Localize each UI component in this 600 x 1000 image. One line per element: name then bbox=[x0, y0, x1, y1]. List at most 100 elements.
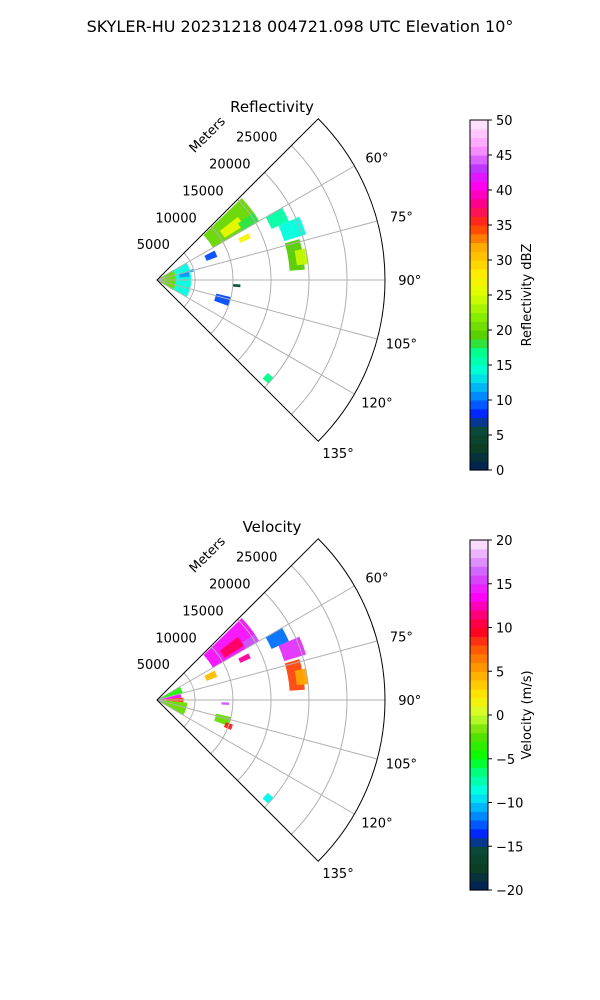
colorbar-band bbox=[470, 181, 488, 191]
sector-frame bbox=[156, 118, 386, 442]
colorbar-band bbox=[470, 610, 488, 620]
colorbar-band bbox=[470, 163, 488, 174]
colorbar-band bbox=[470, 680, 488, 690]
colorbar-band bbox=[470, 662, 488, 672]
echo-region-6 bbox=[238, 233, 251, 243]
colorbar-band bbox=[470, 233, 488, 244]
colorbar-band bbox=[470, 391, 488, 401]
colorbar-band bbox=[470, 811, 488, 821]
range-tick-label: 10000 bbox=[155, 631, 196, 646]
range-tick-label: 25000 bbox=[236, 131, 277, 146]
azimuth-tick-label: 120° bbox=[361, 396, 392, 411]
colorbar-band bbox=[470, 636, 488, 646]
azimuth-tick-label: 60° bbox=[365, 572, 388, 587]
colorbar-band bbox=[470, 146, 488, 156]
colorbar-band bbox=[470, 286, 488, 296]
azimuth-tick-label: 60° bbox=[365, 152, 388, 167]
colorbar-band bbox=[470, 373, 488, 384]
colorbar-band bbox=[470, 382, 488, 392]
colorbar-band bbox=[470, 557, 488, 567]
colorbar-band bbox=[470, 312, 488, 322]
colorbar-tick-label: 45 bbox=[496, 149, 513, 164]
colorbar-tick-label: −15 bbox=[496, 840, 523, 855]
azimuth-tick-label: 105° bbox=[386, 757, 417, 772]
azimuth-line-1 bbox=[156, 585, 355, 701]
panel-title: Velocity bbox=[243, 518, 302, 536]
colorbar-band bbox=[470, 347, 488, 357]
colorbar-band bbox=[470, 321, 488, 331]
colorbar-tick-label: −20 bbox=[496, 884, 523, 899]
colorbar-tick-label: 25 bbox=[496, 289, 513, 304]
azimuth-line-2 bbox=[156, 640, 378, 701]
colorbar-band bbox=[470, 820, 488, 830]
range-tick-label: 10000 bbox=[155, 211, 196, 226]
colorbar-band bbox=[470, 653, 488, 664]
colorbar-band bbox=[470, 846, 488, 856]
colorbar-tick-label: 15 bbox=[496, 359, 513, 374]
colorbar-band bbox=[470, 268, 488, 279]
colorbar-band bbox=[470, 260, 488, 270]
colorbar-tick-label: 20 bbox=[496, 534, 513, 549]
range-tick-label: 5000 bbox=[137, 658, 170, 673]
colorbar-band bbox=[470, 767, 488, 777]
colorbar-band bbox=[470, 758, 488, 769]
colorbar-tick-label: 10 bbox=[496, 394, 513, 409]
echo-region-13 bbox=[262, 372, 274, 384]
echo-region-8 bbox=[294, 248, 309, 266]
colorbar-tick-label: 50 bbox=[496, 114, 513, 129]
colorbar-band bbox=[470, 540, 488, 550]
colorbar-band bbox=[470, 225, 488, 235]
colorbar-band bbox=[470, 837, 488, 847]
colorbar-tick-label: 5 bbox=[496, 429, 504, 444]
colorbar-band bbox=[470, 828, 488, 839]
colorbar-band bbox=[470, 295, 488, 305]
colorbar-band bbox=[470, 802, 488, 812]
echo-region-9 bbox=[204, 670, 218, 681]
azimuth-line-4 bbox=[156, 279, 378, 340]
colorbar-band bbox=[470, 872, 488, 882]
panel-reflectivity: 60° 75° 90° 105° 120° 135° 5000 10000 15000 20000… bbox=[137, 98, 535, 479]
colorbar-band bbox=[470, 137, 488, 147]
colorbar-band bbox=[470, 400, 488, 410]
colorbar-band bbox=[470, 216, 488, 226]
azimuth-tick-label: 135° bbox=[322, 447, 353, 462]
colorbar-band bbox=[470, 575, 488, 585]
azimuth-tick-label: 90° bbox=[398, 694, 421, 709]
colorbar-tick-label: 10 bbox=[496, 622, 513, 637]
colorbar: 0 5 10 15 20 25 30 35 40 45 50 Reflectivity dBZ bbox=[469, 114, 535, 479]
colorbar-band bbox=[470, 172, 488, 182]
colorbar-tick-label: 0 bbox=[496, 709, 504, 724]
colorbar-band bbox=[470, 417, 488, 427]
panel-velocity: 60° 75° 90° 105° 120° 135° 5000 10000 15000 20000… bbox=[137, 518, 535, 899]
colorbar-tick-label: 15 bbox=[496, 578, 513, 593]
range-tick-label: 15000 bbox=[182, 184, 223, 199]
azimuth-tick-label: 105° bbox=[386, 337, 417, 352]
colorbar-band bbox=[470, 863, 488, 874]
colorbar-band bbox=[470, 198, 488, 209]
colorbar-band bbox=[470, 750, 488, 760]
echo-region-5 bbox=[278, 216, 306, 242]
colorbar-tick-label: 40 bbox=[496, 184, 513, 199]
colorbar-band bbox=[470, 645, 488, 655]
colorbar-tick-label: 0 bbox=[496, 464, 504, 479]
colorbar-band bbox=[470, 688, 488, 699]
colorbar-band bbox=[470, 303, 488, 314]
colorbar-band bbox=[470, 548, 488, 559]
colorbar-band bbox=[470, 426, 488, 436]
colorbar-band bbox=[470, 566, 488, 576]
colorbar-band bbox=[470, 443, 488, 454]
colorbar-band bbox=[470, 242, 488, 252]
echo-region-2 bbox=[219, 636, 245, 658]
colorbar-band bbox=[470, 356, 488, 366]
colorbar-band bbox=[470, 741, 488, 751]
colorbar: −20 −15 −10 −5 0 5 10 15 20 Velocity (m/s) bbox=[469, 534, 535, 899]
range-tick-label: 15000 bbox=[182, 604, 223, 619]
colorbar-band bbox=[470, 128, 488, 139]
echo-region-4 bbox=[265, 207, 289, 229]
colorbar-band bbox=[470, 793, 488, 804]
echo-region-11 bbox=[232, 283, 241, 288]
echo-region-3 bbox=[242, 634, 260, 649]
colorbar-band bbox=[470, 190, 488, 200]
colorbar-tick-label: −5 bbox=[496, 753, 515, 768]
